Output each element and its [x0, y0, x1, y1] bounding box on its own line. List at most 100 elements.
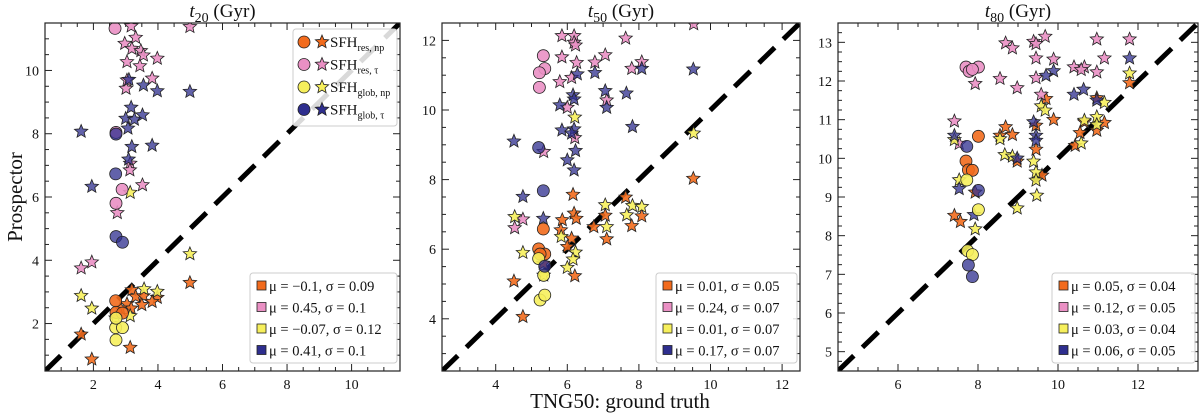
y-tick-label: 13 — [818, 36, 832, 51]
star-point-glob_np — [686, 125, 702, 140]
star-point-glob_tau — [506, 133, 522, 148]
star-point-glob_np — [634, 198, 650, 214]
stats-legend: μ = −0.1, σ = 0.09 μ = 0.45, σ = 0.1 μ = −… — [249, 272, 398, 364]
star-point-res_tau — [128, 29, 144, 45]
star-point-res_np — [565, 186, 581, 202]
star-point-glob_np — [84, 300, 100, 315]
y-tick-label: 12 — [422, 34, 436, 49]
plot-frame — [44, 22, 401, 372]
star-point-glob_np — [1009, 200, 1025, 215]
panel-2: t50 (Gyr) 4 6 8 10 12 4 6 8 10 12 μ = 0.01, σ = 0.0… — [422, 1, 801, 393]
circle-point-glob_tau — [962, 258, 975, 272]
panel-title: t50 (Gyr) — [588, 1, 654, 26]
star-point-glob_np — [1121, 65, 1138, 80]
star-point-glob_tau — [1028, 132, 1044, 148]
points — [946, 28, 1138, 284]
star-point-glob_tau — [566, 162, 582, 177]
star-point-res_tau — [992, 70, 1008, 86]
x-tick-label: 8 — [284, 378, 291, 393]
circle-point-res_tau — [532, 80, 546, 94]
legend-swatch-glob_np — [1058, 323, 1069, 334]
star-point-glob_np — [507, 208, 523, 224]
legend-circle-glob_tau — [297, 103, 311, 116]
star-point-res_np — [134, 296, 150, 312]
star-point-glob_np — [559, 259, 575, 275]
star-point-glob_np — [1089, 116, 1105, 132]
legend-circle-glob_np — [297, 80, 311, 94]
legend-subscript: res, np — [358, 43, 385, 54]
circle-point-res_tau — [536, 49, 550, 63]
star-point-glob_np — [597, 196, 613, 212]
star-point-res_tau — [1121, 31, 1138, 46]
stats-legend-box — [249, 272, 398, 364]
y-tick-label: 6 — [32, 191, 39, 206]
legend-base: SFH — [330, 103, 358, 119]
stats-legend-entry: μ = −0.1, σ = 0.09 — [269, 279, 374, 295]
legend-star-res_np — [314, 33, 330, 49]
star-point-res_np — [634, 208, 650, 223]
star-point-glob_np — [136, 281, 152, 296]
star-point-res_tau — [1009, 79, 1025, 95]
legend-swatch-res_np — [256, 280, 267, 291]
star-point-glob_tau — [618, 85, 635, 100]
stats-legend-entry: μ = 0.01, σ = 0.07 — [675, 322, 779, 338]
y-tick-label: 9 — [825, 191, 832, 206]
star-point-res_tau — [567, 37, 584, 52]
star-point-glob_tau — [126, 111, 143, 126]
star-point-res_np — [618, 189, 634, 204]
star-point-glob_np — [567, 109, 583, 124]
title-variable: t — [985, 1, 991, 22]
star-point-res_np — [182, 274, 198, 290]
stats-legend-entry: μ = 0.12, σ = 0.05 — [1071, 301, 1175, 317]
star-point-res_tau — [507, 219, 523, 235]
star-point-glob_np — [1037, 102, 1053, 117]
star-point-glob_tau — [135, 77, 152, 92]
circle-point-res_tau — [966, 63, 979, 76]
star-point-glob_np — [149, 283, 165, 299]
legend-star-glob_np — [314, 78, 330, 94]
star-point-glob_tau — [149, 82, 165, 98]
circle-point-glob_np — [960, 173, 974, 187]
legend-subscript: glob, τ — [358, 111, 385, 122]
star-point-glob_tau — [634, 60, 650, 76]
star-point-res_np — [568, 210, 584, 226]
star-point-glob_tau — [121, 71, 137, 87]
star-point-res_np — [1028, 141, 1044, 156]
circle-point-res_np — [536, 222, 550, 236]
star-point-glob_np — [967, 221, 983, 236]
legend-swatch-res_tau — [662, 302, 673, 312]
circle-point-glob_tau — [538, 259, 552, 273]
series-legend-label: SFHres, τ — [330, 58, 378, 77]
circle-point-glob_tau — [532, 141, 546, 154]
star-point-glob_np — [1076, 112, 1093, 127]
star-point-glob_tau — [535, 210, 551, 226]
legend-subscript: glob, np — [358, 88, 391, 99]
legend-swatch-glob_tau — [256, 345, 267, 355]
y-tick-label: 8 — [429, 174, 436, 189]
star-point-glob_tau — [559, 152, 575, 167]
x-tick-label: 8 — [635, 378, 642, 393]
stats-legend: μ = 0.01, σ = 0.05 μ = 0.24, σ = 0.07 μ = … — [655, 272, 798, 364]
star-point-res_tau — [109, 204, 125, 220]
star-point-res_tau — [122, 162, 138, 177]
star-point-res_tau — [946, 113, 963, 128]
y-tick-label: 5 — [825, 346, 832, 361]
circle-point-glob_np — [109, 333, 123, 347]
star-point-res_tau — [118, 80, 134, 95]
y-tick-label: 8 — [825, 230, 832, 245]
star-point-glob_np — [997, 146, 1013, 162]
star-point-glob_tau — [554, 122, 570, 137]
legend-base: SFH — [330, 58, 358, 74]
star-point-res_tau — [84, 254, 100, 269]
y-tick-label: 10 — [25, 64, 39, 79]
legend-swatch-res_tau — [256, 302, 267, 312]
panel-title: t80 (Gyr) — [985, 1, 1051, 26]
series-legend-label: SFHres, np — [330, 35, 384, 54]
title-unit: (Gyr) — [1004, 1, 1051, 22]
legend-star-glob_tau — [314, 101, 330, 117]
x-tick-label: 12 — [775, 378, 789, 393]
circle-point-res_tau — [109, 196, 123, 210]
star-point-glob_np — [515, 244, 531, 260]
